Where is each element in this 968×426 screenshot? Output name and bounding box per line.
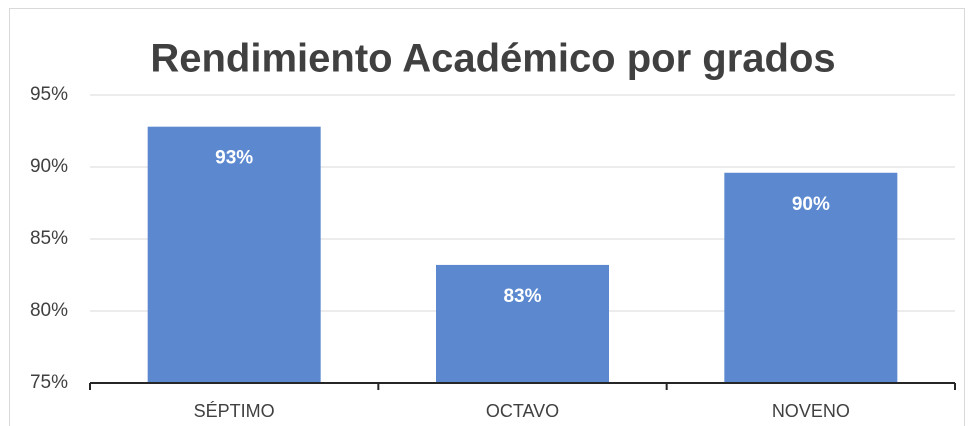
y-tick-label: 90% [30, 156, 68, 177]
data-label: 83% [503, 286, 541, 307]
y-tick-label: 85% [30, 228, 68, 249]
bar [724, 172, 898, 383]
data-label: 93% [215, 148, 253, 169]
y-tick-label: 80% [30, 300, 68, 321]
x-tick-label: OCTAVO [486, 401, 559, 421]
chart-title: Rendimiento Académico por grados [150, 37, 835, 81]
bar [436, 264, 609, 383]
chart-frame [9, 8, 965, 426]
y-tick-label: 75% [30, 372, 68, 393]
x-tick-label: SÉPTIMO [194, 401, 275, 421]
x-tick-label: NOVENO [772, 401, 850, 421]
data-label: 90% [792, 194, 830, 215]
y-tick-label: 95% [30, 84, 68, 105]
bar [147, 126, 321, 384]
